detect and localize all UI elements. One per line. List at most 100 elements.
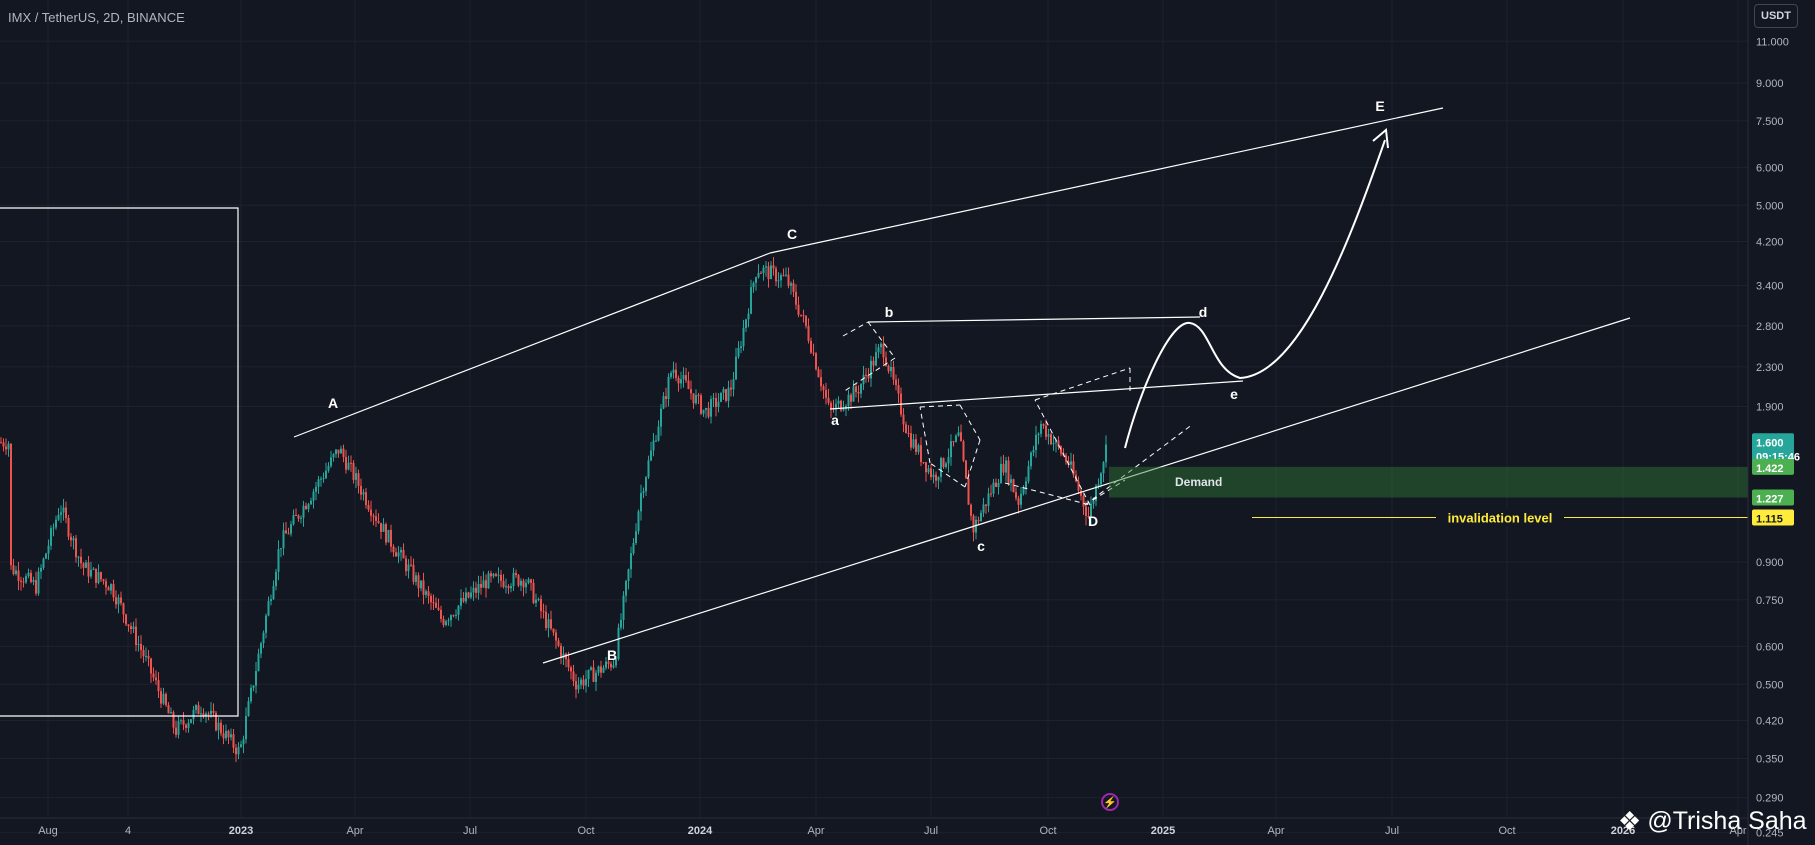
candle-body xyxy=(595,672,597,682)
candle-body xyxy=(1057,440,1060,447)
candle-body xyxy=(490,573,492,577)
candle-body xyxy=(22,581,25,583)
candle-body xyxy=(705,408,707,410)
symbol-title[interactable]: IMX / TetherUS, 2D, BINANCE xyxy=(8,10,185,25)
pattern-dashed-line xyxy=(867,321,896,359)
candle-body xyxy=(967,478,970,505)
candle-body xyxy=(655,440,657,442)
price-tick-label: 11.000 xyxy=(1756,36,1789,48)
candle-body xyxy=(710,399,712,417)
candle-body xyxy=(105,581,107,588)
candle-body xyxy=(820,377,822,387)
wave-label-e: e xyxy=(1230,386,1238,402)
candle-body xyxy=(70,536,72,541)
candle-body xyxy=(835,403,837,410)
candle-body xyxy=(112,584,115,598)
binance-diamond-icon: ❖ xyxy=(1618,806,1642,836)
candle-body xyxy=(637,511,640,532)
time-axis[interactable]: Aug 4 2023 Apr Jul Oct 2024 Apr Jul Oct 2025 Apr Jul… xyxy=(0,817,1748,837)
candle-body xyxy=(575,681,577,690)
price-tick-label: 0.245 xyxy=(1756,828,1784,840)
candle-body xyxy=(345,457,347,470)
candle-body xyxy=(320,478,322,480)
pattern-dashed-line xyxy=(842,357,896,393)
candle-body xyxy=(127,624,130,626)
candle-body xyxy=(447,620,450,622)
candle-body xyxy=(515,572,517,576)
time-tick-label: Apr xyxy=(1729,825,1746,837)
currency-button[interactable]: USDT xyxy=(1754,4,1798,28)
price-tick-label: 0.900 xyxy=(1756,557,1784,569)
candle-body xyxy=(812,352,815,354)
wave-label-b: b xyxy=(885,304,894,320)
candle-body xyxy=(472,587,475,593)
candle-body xyxy=(1072,461,1075,475)
candle-body xyxy=(1077,481,1080,491)
candle-body xyxy=(797,304,800,315)
candle-body xyxy=(792,283,795,292)
candle-body xyxy=(502,580,505,587)
invalidation-badge-text: 1.115 xyxy=(1756,513,1783,525)
candle-body xyxy=(880,343,882,348)
candle-body xyxy=(855,386,857,393)
candle-body xyxy=(685,375,687,381)
candle-body xyxy=(1102,462,1105,474)
candle-body xyxy=(335,449,337,455)
candle-body xyxy=(317,479,320,487)
candle-body xyxy=(682,375,685,380)
candle-body xyxy=(155,677,157,681)
candle-body xyxy=(795,291,797,305)
candle-body xyxy=(407,564,410,572)
demand-zone[interactable] xyxy=(1109,466,1815,498)
candle-body xyxy=(780,275,782,281)
candle-body xyxy=(870,360,872,379)
projection-arrowhead xyxy=(1372,128,1389,149)
time-tick-label: 2024 xyxy=(688,825,713,837)
candle-body xyxy=(252,685,255,688)
lightning-icon[interactable]: ⚡ xyxy=(1101,793,1119,811)
candle-body xyxy=(1097,484,1100,486)
candle-body xyxy=(617,627,620,660)
candle-body xyxy=(1060,446,1062,454)
candle-body xyxy=(272,586,275,600)
candle-body xyxy=(767,266,770,280)
candle-body xyxy=(737,348,740,357)
price-axis[interactable]: 11.000 9.000 7.500 6.000 5.000 4.200 3.400 2.80… xyxy=(1747,0,1815,845)
candle-body xyxy=(700,395,702,414)
candle-body xyxy=(107,587,110,591)
grid xyxy=(0,0,1748,834)
candle-body xyxy=(312,491,315,501)
candle-body xyxy=(567,659,570,668)
candle-body xyxy=(522,580,525,588)
candle-body xyxy=(840,400,842,411)
candle-body xyxy=(965,460,967,479)
candle-body xyxy=(255,670,257,686)
candle-body xyxy=(730,387,732,390)
candle-body xyxy=(140,644,142,651)
candle-body xyxy=(2,442,5,447)
watermark: ❖ @Trisha Saha xyxy=(1618,806,1807,837)
candle-body xyxy=(452,615,455,617)
candle-body xyxy=(742,327,745,347)
candle-body xyxy=(800,314,802,316)
candle-body xyxy=(267,601,270,616)
pattern-dashed-line xyxy=(1004,482,1091,506)
candle-body xyxy=(342,448,345,458)
candle-body xyxy=(990,493,992,495)
candle-body xyxy=(662,396,665,409)
candle-body xyxy=(715,398,717,407)
candle-body xyxy=(830,402,832,409)
candle-body xyxy=(17,570,20,581)
price-tick-label: 6.000 xyxy=(1756,162,1784,174)
candle-body xyxy=(527,579,530,583)
candle-body xyxy=(942,458,945,467)
candle-body xyxy=(1017,498,1020,505)
candle-body xyxy=(692,393,695,404)
candle-body xyxy=(985,504,987,506)
candle-body xyxy=(57,514,60,520)
candle-body xyxy=(215,712,217,731)
candle-body xyxy=(82,563,85,568)
time-tick-label: Oct xyxy=(577,825,594,837)
